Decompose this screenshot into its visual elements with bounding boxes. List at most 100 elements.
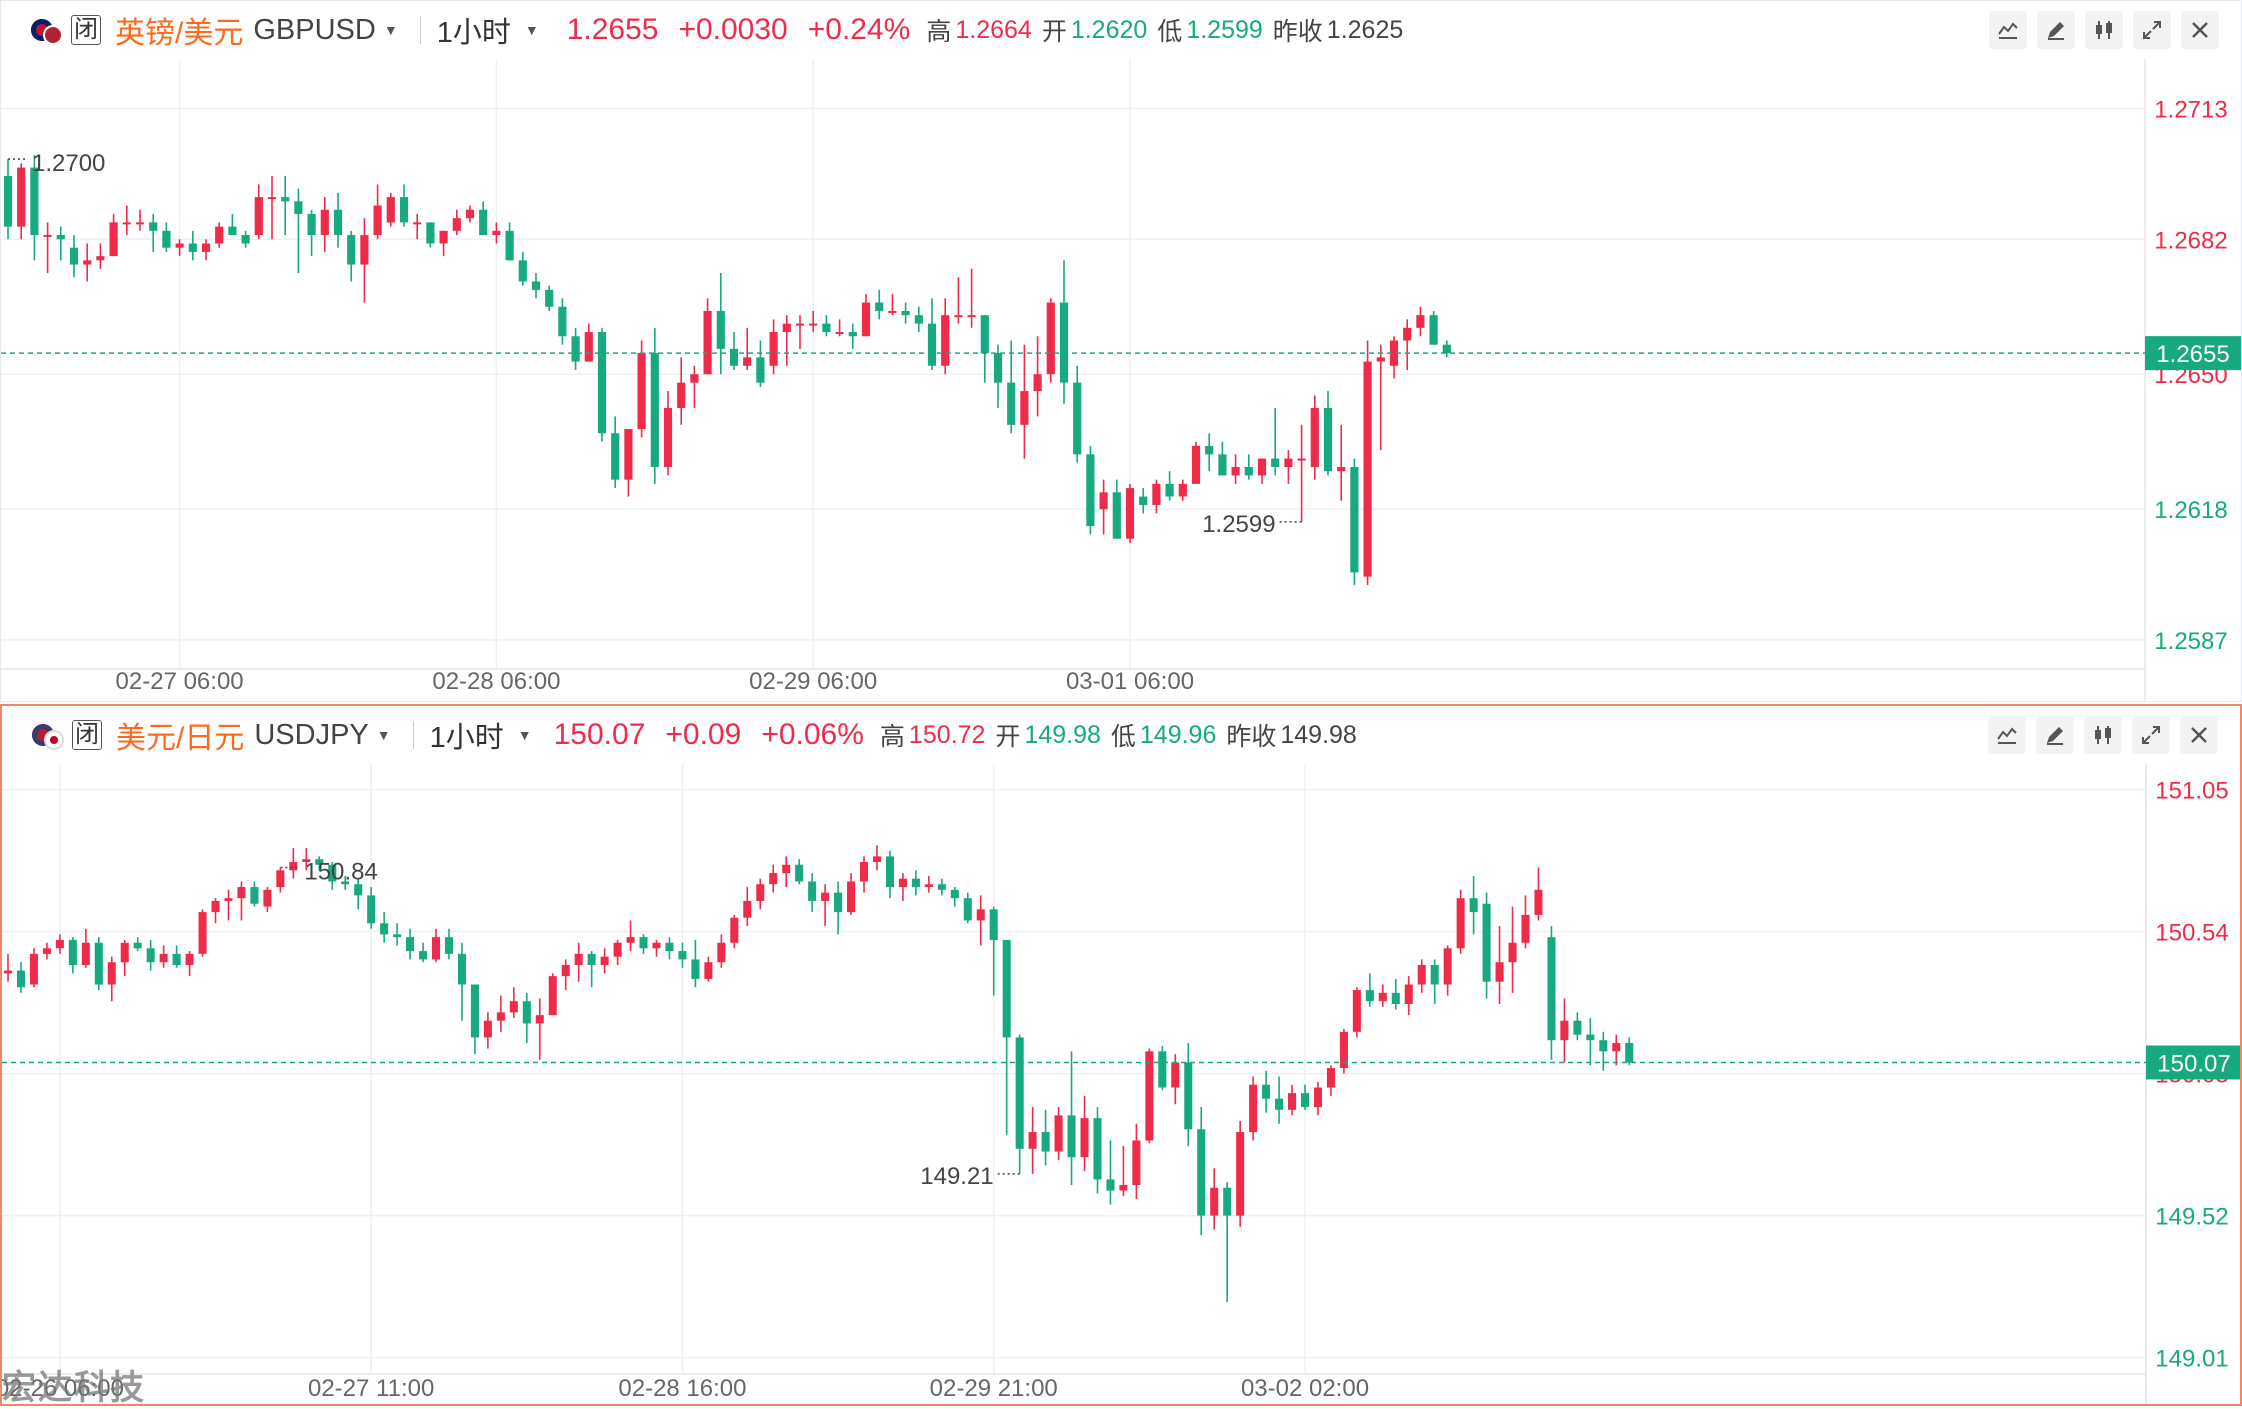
- candle-body: [1337, 467, 1346, 472]
- candle-type-icon[interactable]: [2085, 11, 2123, 49]
- candle-body: [1106, 1179, 1115, 1191]
- candle-body: [1158, 1051, 1167, 1088]
- symbol-dropdown-icon[interactable]: ▼: [383, 22, 398, 38]
- candle-body: [1363, 361, 1372, 577]
- close-icon[interactable]: [2181, 11, 2219, 49]
- candle-body: [1046, 302, 1055, 375]
- candle-body: [149, 222, 158, 231]
- candle-body: [941, 315, 950, 366]
- y-axis-label: 1.2682: [2154, 227, 2227, 254]
- candle-body: [976, 909, 985, 921]
- indicator-icon[interactable]: [1989, 11, 2027, 49]
- high-label: 高: [879, 723, 905, 751]
- candle-body: [963, 898, 972, 921]
- candle-body: [1547, 937, 1556, 1041]
- candle-body: [267, 197, 277, 200]
- candle-body: [1197, 1129, 1206, 1216]
- candle-body: [1389, 340, 1399, 366]
- candle-body: [373, 205, 382, 236]
- candle-body: [847, 881, 856, 913]
- candle-body: [452, 218, 461, 231]
- open-value: 149.98: [1024, 720, 1101, 749]
- indicator-icon[interactable]: [1988, 716, 2026, 754]
- chart-header: 闭 美元/日元 USDJPY ▼ 1小时 ▼ 150.07 +0.09 +0.0…: [2, 706, 2240, 764]
- low-label: 低: [1110, 723, 1136, 751]
- candle-body: [571, 336, 580, 362]
- candle-body: [1080, 1118, 1089, 1158]
- symbol-code[interactable]: GBPUSD: [253, 13, 376, 46]
- symbol-name[interactable]: 美元/日元: [116, 722, 245, 755]
- candle-body: [743, 900, 752, 918]
- candle-body: [989, 909, 998, 940]
- candle-body: [1573, 1020, 1582, 1035]
- candle-body: [1184, 1062, 1193, 1130]
- candle-body: [30, 167, 39, 236]
- candle-body: [96, 256, 105, 261]
- candle-body: [94, 942, 103, 985]
- candle-body: [652, 942, 661, 949]
- expand-icon[interactable]: [2132, 716, 2170, 754]
- interval-dropdown-icon[interactable]: ▼: [517, 727, 532, 743]
- candle-body: [1257, 458, 1267, 476]
- candle-body: [861, 302, 871, 337]
- candle-body: [1521, 914, 1530, 943]
- usdjpy-chart-panel[interactable]: 闭 美元/日元 USDJPY ▼ 1小时 ▼ 150.07 +0.09 +0.0…: [0, 704, 2242, 1406]
- candle-body: [16, 970, 25, 988]
- candle-body: [1244, 467, 1253, 476]
- candle-body: [769, 332, 778, 366]
- low-value: 149.96: [1139, 720, 1217, 749]
- candle-body: [211, 900, 220, 913]
- symbol-code[interactable]: USDJPY: [254, 718, 369, 751]
- candle-body: [624, 429, 633, 480]
- interval-dropdown-icon[interactable]: ▼: [524, 22, 539, 38]
- candle-body: [531, 281, 541, 290]
- candle-body: [367, 895, 376, 924]
- candle-body: [1288, 1093, 1297, 1110]
- symbol-name[interactable]: 英镑/美元: [115, 17, 244, 50]
- candle-body: [479, 209, 488, 236]
- y-axis-label: 151.05: [2155, 778, 2228, 805]
- x-axis-label: 02-27 11:00: [308, 1375, 434, 1402]
- candle-type-icon[interactable]: [2084, 716, 2122, 754]
- candle-body: [159, 953, 168, 963]
- candle-body: [135, 222, 145, 225]
- candle-body: [1262, 1084, 1271, 1099]
- price-change: +0.0030: [678, 13, 788, 46]
- candle-body: [1352, 990, 1361, 1032]
- interval-selector[interactable]: 1小时: [429, 722, 504, 754]
- gbpusd-chart-panel[interactable]: 闭 英镑/美元 GBPUSD ▼ 1小时 ▼ 1.2655 +0.0030 +0…: [0, 0, 2242, 702]
- market-status-badge: 闭: [72, 720, 102, 750]
- draw-icon[interactable]: [2036, 716, 2074, 754]
- candle-body: [1119, 1184, 1128, 1191]
- candle-body: [1376, 357, 1385, 362]
- candle-body: [201, 243, 211, 252]
- candle-body: [1391, 992, 1400, 1004]
- candle-body: [1231, 467, 1240, 476]
- candle-body: [1112, 492, 1121, 539]
- candle-body: [1002, 939, 1011, 1038]
- candle-body: [782, 323, 791, 333]
- last-price: 150.07: [553, 718, 646, 751]
- symbol-dropdown-icon[interactable]: ▼: [376, 727, 391, 743]
- candle-body: [107, 962, 116, 985]
- close-icon[interactable]: [2180, 716, 2218, 754]
- candle-body: [302, 859, 311, 862]
- current-price-badge: [2146, 1045, 2240, 1080]
- price-change-pct: +0.24%: [807, 13, 911, 46]
- candle-body: [29, 953, 38, 985]
- interval-selector[interactable]: 1小时: [436, 17, 511, 49]
- expand-icon[interactable]: [2133, 11, 2171, 49]
- y-axis-label: 1.2713: [2154, 97, 2227, 124]
- candle-body: [1191, 445, 1201, 484]
- candle-body: [1326, 1068, 1335, 1088]
- candle-body: [678, 951, 687, 960]
- x-axis-label: 02-28 06:00: [432, 668, 560, 695]
- candle-body: [1020, 391, 1029, 425]
- candle-body: [289, 861, 298, 871]
- draw-icon[interactable]: [2037, 11, 2075, 49]
- candle-body: [315, 859, 324, 865]
- open-label: 开: [995, 723, 1021, 751]
- candle-body: [611, 433, 620, 480]
